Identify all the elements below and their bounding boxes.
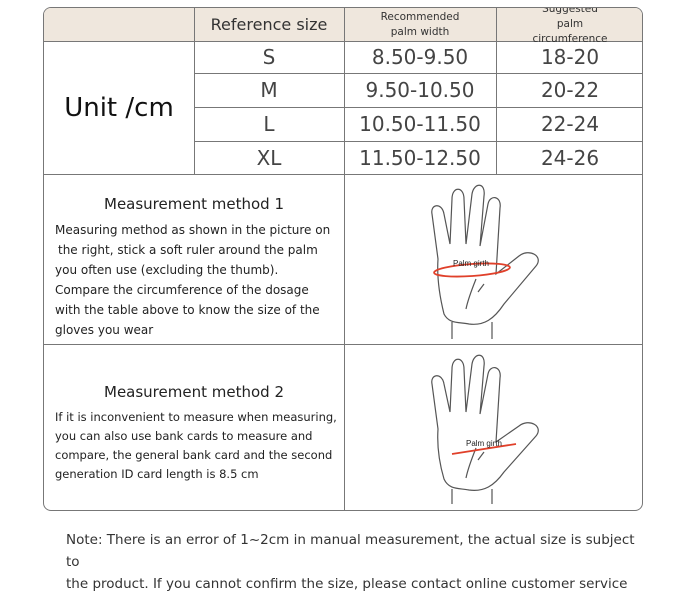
note: Note: There is an error of 1~2cm in manu… (66, 529, 646, 595)
cell-circ: 22-24 (540, 112, 600, 136)
cell-circ: 24-26 (540, 145, 600, 170)
header-palm-width: Recommended palm width (380, 10, 460, 38)
method2-title: Measurement method 2 (104, 383, 284, 401)
palm-girth-label: Palm girth (466, 439, 502, 448)
cell-width: 11.50-12.50 (359, 145, 481, 170)
text-line: generation ID card length is 8.5 cm (55, 467, 259, 481)
cell-width: 8.50-9.50 (371, 45, 469, 69)
text-line: gloves you wear (55, 323, 154, 337)
hand-illustration-1: Palm girth (431, 184, 539, 339)
size-chart: Reference size Recommended palm width Su… (43, 7, 643, 511)
note-line: Note: There is an error of 1~2cm in manu… (66, 532, 635, 570)
palm-girth-label: Palm girth (453, 259, 489, 268)
text-line: you can also use bank cards to measure a… (55, 429, 313, 443)
method1-title: Measurement method 1 (104, 195, 284, 213)
text-line: compare, the general bank card and the s… (55, 448, 333, 462)
cell-width: 10.50-11.50 (359, 112, 481, 136)
cell-size: S (262, 45, 276, 69)
table-header (44, 8, 642, 41)
text-line: with the table above to know the size of… (55, 303, 320, 317)
cell-circ: 18-20 (540, 45, 600, 69)
text-line: the right, stick a soft ruler around the… (58, 243, 318, 257)
note-line: the product. If you cannot confirm the s… (66, 576, 628, 592)
cell-circ: 20-22 (540, 78, 600, 102)
text-line: Compare the circumference of the dosage (55, 283, 309, 297)
method2-text: If it is inconvenient to measure when me… (55, 408, 345, 484)
hand-illustration-2: Palm girth (431, 354, 539, 504)
method1-text: Measuring method as shown in the picture… (55, 220, 345, 340)
cell-size: M (260, 78, 278, 102)
header-reference-size: Reference size (210, 15, 328, 34)
text-line: If it is inconvenient to measure when me… (55, 410, 337, 424)
cell-size: XL (256, 145, 282, 170)
cell-width: 9.50-10.50 (365, 78, 475, 102)
text-line: Measuring method as shown in the picture… (55, 223, 331, 237)
header-palm-circumference: Suggested palm circumference (532, 7, 608, 45)
unit-label: Unit /cm (64, 92, 174, 123)
text-line: you often use (excluding the thumb). (55, 263, 279, 277)
cell-size: L (263, 112, 275, 136)
